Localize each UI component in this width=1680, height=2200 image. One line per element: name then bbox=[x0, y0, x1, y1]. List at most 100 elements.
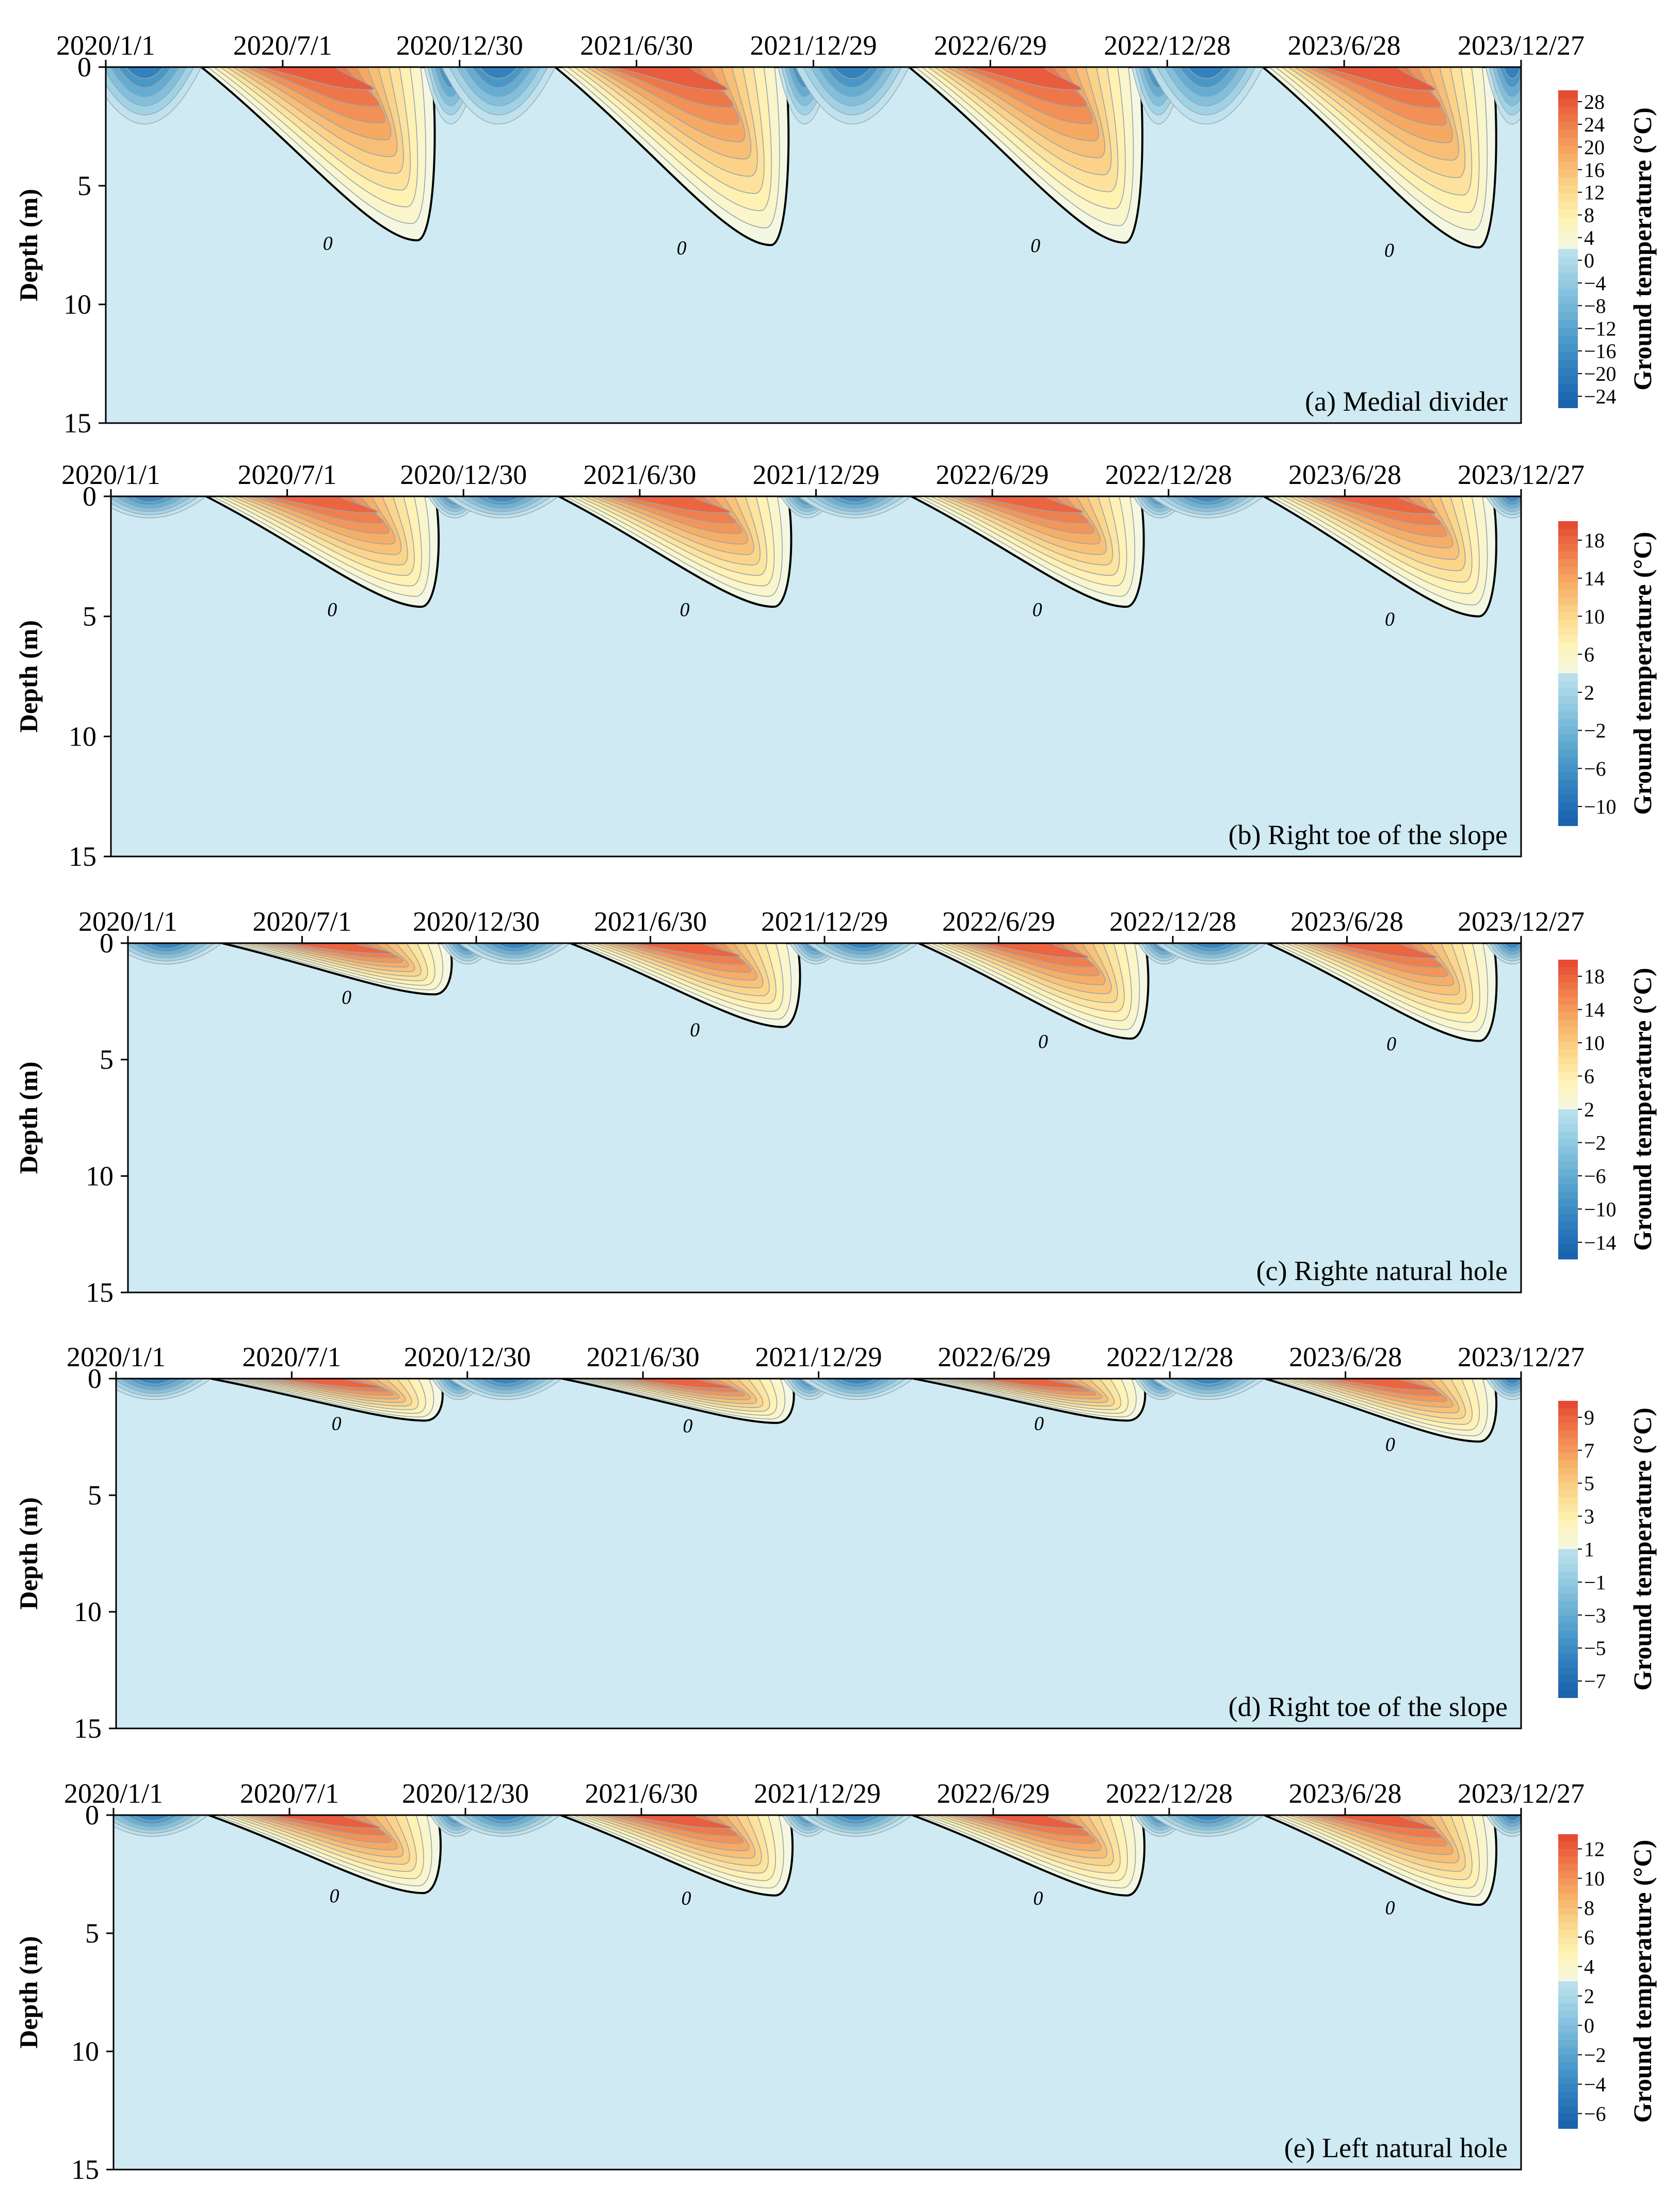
date-tick-label: 2020/1/1 bbox=[78, 906, 177, 937]
colorbar-swatch bbox=[1558, 1690, 1578, 1698]
colorbar-swatch bbox=[1558, 1638, 1578, 1646]
date-tick-label: 2021/12/29 bbox=[754, 1778, 881, 1809]
colorbar-tick-label: 16 bbox=[1584, 158, 1605, 182]
colorbar-tick-label: −6 bbox=[1584, 1164, 1606, 1188]
colorbar-tick-label: 12 bbox=[1584, 181, 1605, 204]
colorbar-swatch bbox=[1558, 967, 1578, 975]
thaw-contour bbox=[1320, 496, 1436, 514]
depth-tick-label: 15 bbox=[63, 408, 91, 439]
colorbar-swatch bbox=[1558, 1505, 1578, 1513]
colorbar-swatch bbox=[1558, 1952, 1578, 1960]
colorbar-swatch bbox=[1558, 1512, 1578, 1520]
colorbar-tick-label: 3 bbox=[1584, 1505, 1594, 1528]
colorbar-swatch bbox=[1558, 304, 1578, 313]
colorbar-swatch bbox=[1558, 1176, 1578, 1185]
colorbar-swatch bbox=[1558, 1841, 1578, 1850]
colorbar-swatch bbox=[1558, 281, 1578, 289]
y-axis-label: Depth (m) bbox=[14, 189, 43, 301]
date-tick-label: 2021/12/29 bbox=[750, 30, 877, 61]
date-tick-label: 2020/7/1 bbox=[252, 906, 351, 937]
colorbar-swatch bbox=[1558, 360, 1578, 369]
colorbar-swatch bbox=[1558, 209, 1578, 218]
date-tick-label: 2020/12/30 bbox=[396, 30, 523, 61]
colorbar-swatch bbox=[1558, 2091, 1578, 2099]
plot-area: 0 0 0 0 bbox=[106, 67, 1521, 262]
colorbar-tick-label: 14 bbox=[1584, 567, 1605, 590]
colorbar-swatch bbox=[1558, 233, 1578, 242]
colorbar-swatch bbox=[1558, 1944, 1578, 1952]
colorbar-swatch bbox=[1558, 225, 1578, 234]
colorbar-swatch bbox=[1558, 1124, 1578, 1133]
zero-contour-label: 0 bbox=[1385, 609, 1395, 630]
colorbar-swatch bbox=[1558, 1139, 1578, 1147]
colorbar-swatch bbox=[1558, 734, 1578, 742]
colorbar-tick-label: −2 bbox=[1584, 2044, 1606, 2067]
colorbar-swatch bbox=[1558, 719, 1578, 727]
colorbar-tick-label: 2 bbox=[1584, 681, 1594, 704]
plot-area: 0 0 0 0 bbox=[128, 943, 1521, 1055]
colorbar-tick-label: −5 bbox=[1584, 1637, 1606, 1660]
depth-tick-label: 0 bbox=[77, 52, 91, 83]
date-tick-label: 2022/6/29 bbox=[936, 459, 1049, 490]
date-tick-label: 2021/12/29 bbox=[755, 1341, 882, 1372]
colorbar-swatch bbox=[1558, 1907, 1578, 1916]
frozen-ground-fill bbox=[128, 943, 1521, 1292]
zero-contour-label: 0 bbox=[690, 1019, 700, 1041]
depth-tick-label: 5 bbox=[85, 1918, 99, 1949]
colorbar-swatch bbox=[1558, 138, 1578, 147]
panel-title: (b) Right toe of the slope bbox=[1229, 819, 1508, 850]
zero-contour-label: 0 bbox=[1034, 1413, 1044, 1434]
colorbar-swatch bbox=[1558, 772, 1578, 781]
colorbar-swatch bbox=[1558, 1221, 1578, 1230]
depth-tick-label: 5 bbox=[88, 1480, 102, 1511]
colorbar-swatch bbox=[1558, 802, 1578, 811]
date-tick-label: 2020/1/1 bbox=[61, 459, 160, 490]
winter-cold-contour bbox=[125, 67, 164, 79]
colorbar-swatch bbox=[1558, 1415, 1578, 1424]
zero-contour-label: 0 bbox=[1033, 1888, 1043, 1910]
colorbar-swatch bbox=[1558, 2040, 1578, 2048]
colorbar-tick-label: −8 bbox=[1584, 294, 1606, 317]
colorbar-swatch bbox=[1558, 1214, 1578, 1222]
date-tick-label: 2020/1/1 bbox=[56, 30, 155, 61]
y-axis-label: Depth (m) bbox=[14, 1497, 43, 1610]
depth-tick-label: 15 bbox=[74, 1713, 102, 1744]
colorbar-swatch bbox=[1558, 2025, 1578, 2033]
colorbar-swatch bbox=[1558, 658, 1578, 667]
colorbar-tick-label: 2 bbox=[1584, 1098, 1594, 1121]
colorbar-swatch bbox=[1558, 1586, 1578, 1594]
colorbar-tick-label: 10 bbox=[1584, 1867, 1605, 1890]
colorbar-tick-label: 14 bbox=[1584, 998, 1605, 1022]
colorbar-swatch bbox=[1558, 185, 1578, 194]
date-tick-label: 2022/12/28 bbox=[1105, 459, 1232, 490]
colorbar-swatch bbox=[1558, 1191, 1578, 1200]
colorbar-swatch bbox=[1558, 1549, 1578, 1557]
colorbar-swatch bbox=[1558, 1094, 1578, 1103]
colorbar-swatch bbox=[1558, 1615, 1578, 1624]
colorbar-swatch bbox=[1558, 1169, 1578, 1177]
colorbar-swatch bbox=[1558, 1229, 1578, 1237]
colorbar-swatch bbox=[1558, 982, 1578, 990]
date-tick-label: 2021/6/30 bbox=[594, 906, 707, 937]
colorbar-tick-label: 4 bbox=[1584, 227, 1594, 250]
colorbar-tick-label: 8 bbox=[1584, 204, 1594, 227]
colorbar-swatch bbox=[1558, 201, 1578, 210]
colorbar-swatch bbox=[1558, 90, 1578, 99]
colorbar-swatch bbox=[1558, 312, 1578, 321]
colorbar-swatch bbox=[1558, 552, 1578, 560]
colorbar-swatch bbox=[1558, 1556, 1578, 1565]
colorbar-swatch bbox=[1558, 1966, 1578, 1975]
thaw-contour bbox=[1321, 1379, 1436, 1391]
colorbar-swatch bbox=[1558, 567, 1578, 575]
zero-contour-label: 0 bbox=[1032, 599, 1042, 621]
date-tick-label: 2022/12/28 bbox=[1104, 30, 1231, 61]
colorbar-swatch bbox=[1558, 787, 1578, 796]
date-tick-label: 2023/12/27 bbox=[1458, 1778, 1585, 1809]
colorbar-label: Ground temperature (°C) bbox=[1628, 1408, 1657, 1691]
colorbar-swatch bbox=[1558, 1645, 1578, 1654]
panel-title: (a) Medial divider bbox=[1305, 386, 1508, 417]
colorbar-swatch bbox=[1558, 1653, 1578, 1661]
colorbar-swatch bbox=[1558, 1452, 1578, 1461]
winter-cold-contour bbox=[1187, 67, 1226, 79]
colorbar-swatch bbox=[1558, 1467, 1578, 1476]
